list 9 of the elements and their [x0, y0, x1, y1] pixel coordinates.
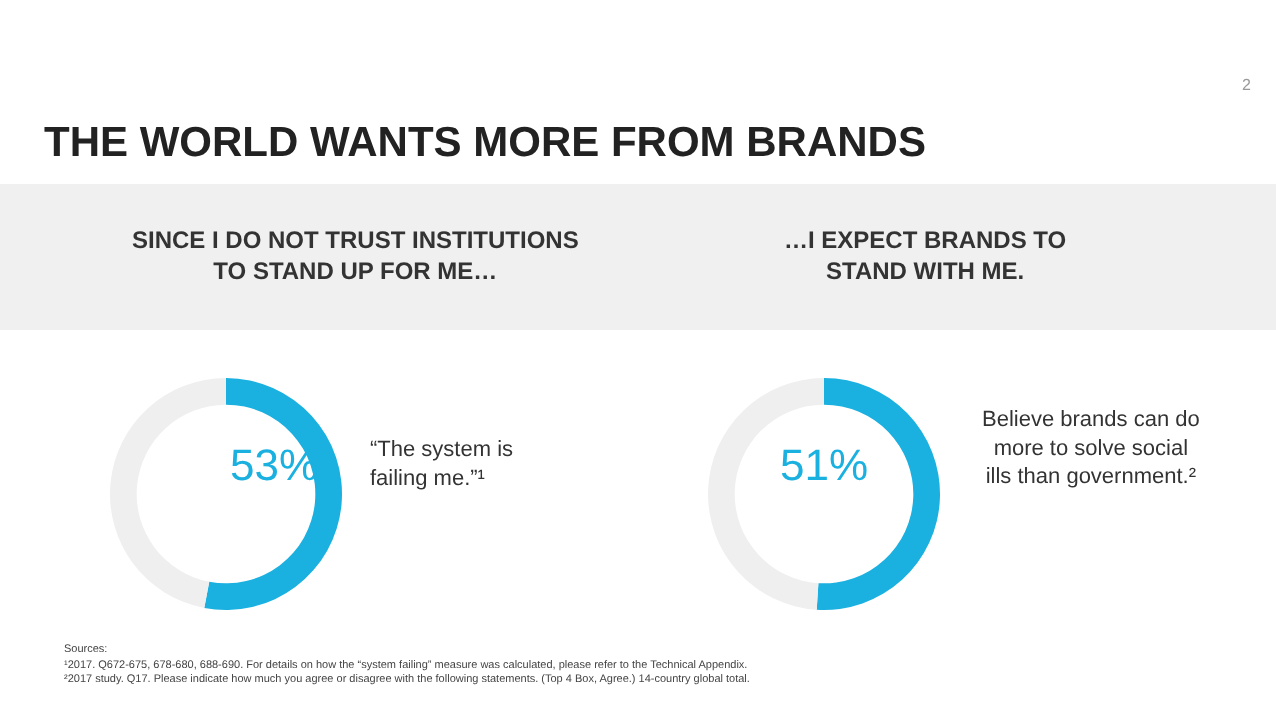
chart-subtitle: …I EXPECT BRANDS TO STAND WITH ME.	[784, 226, 1067, 286]
text: THE WORLD WANTS MORE FROM BRANDS	[44, 120, 926, 166]
data-label: 51%	[780, 440, 869, 490]
text: 2	[1242, 76, 1252, 94]
text: Believe brands can do more to solve social ills than government.²	[982, 408, 1200, 490]
chart-subtitle: SINCE I DO NOT TRUST INSTITUTIONS TO STAND UP FOR ME…	[132, 226, 579, 286]
text: “The system is failing me.”¹	[370, 438, 515, 491]
donut-slice	[110, 378, 226, 608]
donut-slice	[204, 378, 342, 610]
